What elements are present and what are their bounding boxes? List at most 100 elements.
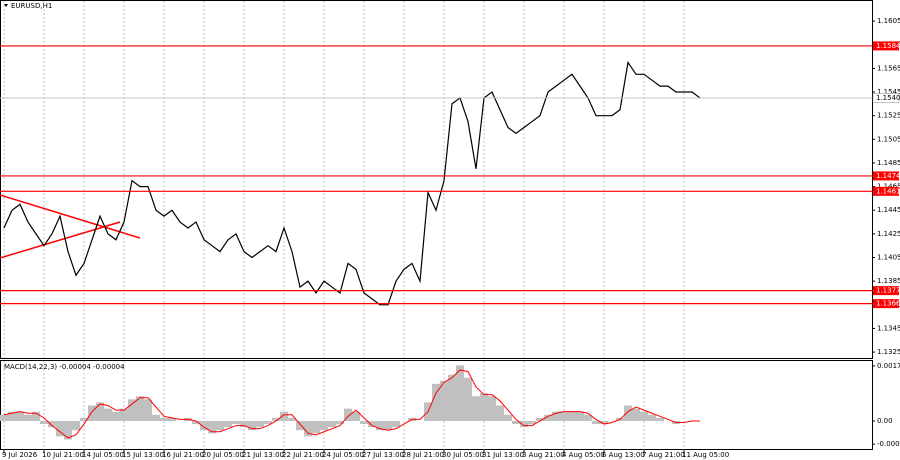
macd-bar	[64, 420, 72, 440]
macd-panel	[0, 360, 873, 450]
macd-bar	[576, 411, 584, 421]
macd-bar	[488, 396, 496, 421]
x-tick-label: 30 Jul 05:00	[442, 451, 484, 459]
x-tick-label: 16 Jul 21:00	[162, 451, 204, 459]
macd-bar	[520, 420, 528, 428]
macd-bar	[240, 420, 248, 428]
x-tick-label: 27 Jul 13:00	[362, 451, 404, 459]
macd-bar	[600, 420, 608, 425]
last-price-tag	[872, 93, 900, 103]
macd-bar	[320, 420, 328, 431]
macd-bar	[128, 399, 136, 421]
macd-bar	[248, 420, 256, 431]
x-tick-label: 6 Aug 13:00	[602, 451, 645, 459]
macd-bar	[96, 402, 104, 421]
macd-bar	[152, 414, 160, 421]
x-tick-label: 7 Aug 21:00	[642, 451, 685, 459]
indicator-title: MACD(14,22,3) -0.00004 -0.00004	[4, 363, 125, 371]
signal-line	[3, 369, 700, 439]
macd-bar	[32, 411, 40, 421]
macd-bar	[192, 420, 200, 425]
macd-bar	[144, 399, 152, 421]
y-tick-label: -0.00075	[877, 440, 900, 448]
macd-bar	[432, 383, 440, 421]
macd-bar	[344, 408, 352, 421]
macd-bar	[48, 420, 56, 428]
price-panel	[0, 0, 873, 359]
macd-bar	[216, 420, 224, 431]
macd-bar	[264, 420, 272, 425]
macd-bar	[296, 420, 304, 431]
y-tick-label: 1.1385	[877, 277, 900, 285]
macd-bar	[80, 417, 88, 421]
x-tick-label: 21 Jul 13:00	[242, 451, 284, 459]
symbol-icon	[4, 4, 8, 7]
macd-bar	[536, 417, 544, 421]
macd-bar	[568, 411, 576, 421]
macd-bar	[376, 420, 384, 431]
macd-bar	[648, 414, 656, 421]
macd-bar	[208, 420, 216, 434]
macd-bar	[16, 411, 24, 421]
macd-bar	[360, 420, 368, 425]
y-tick-label: 1.1325	[877, 348, 900, 356]
y-tick-label: 1.1505	[877, 135, 900, 143]
macd-bar	[328, 420, 336, 428]
macd-bar	[584, 414, 592, 421]
level-label: 1.1366	[876, 300, 900, 308]
level-label: 1.1461	[876, 187, 900, 195]
last-price-label: 1.1540	[876, 94, 900, 102]
y-tick-label: 1.1425	[877, 230, 900, 238]
macd-bar	[448, 374, 456, 421]
level-tag	[873, 299, 899, 309]
x-tick-label: 4 Aug 05:00	[562, 451, 605, 459]
level-tag	[873, 286, 899, 296]
price-line	[3, 60, 701, 306]
macd-bar	[560, 411, 568, 421]
y-tick-label: 1.1545	[877, 88, 900, 96]
macd-bar	[112, 411, 120, 421]
macd-bar	[120, 408, 128, 421]
x-tick-label: 20 Jul 05:00	[202, 451, 244, 459]
macd-bar	[464, 377, 472, 421]
macd-bar	[304, 420, 312, 437]
x-tick-label: 9 Jul 2026	[2, 451, 38, 459]
y-tick-label: 1.1605	[877, 17, 900, 25]
x-tick-label: 28 Jul 21:00	[402, 451, 444, 459]
macd-bar	[496, 405, 504, 421]
level-label: 1.1377	[876, 287, 900, 295]
x-tick-label: 22 Jul 21:00	[282, 451, 324, 459]
y-tick-label: 1.1445	[877, 206, 900, 214]
macd-bar	[480, 393, 488, 421]
macd-bar	[104, 408, 112, 421]
macd-bar	[160, 417, 168, 421]
level-label: 1.1474	[876, 172, 900, 180]
macd-bar	[336, 420, 344, 425]
macd-bar	[440, 380, 448, 421]
trend-line	[0, 194, 141, 239]
y-tick-label: 1.1525	[877, 112, 900, 120]
macd-bar	[552, 411, 560, 421]
macd-bar	[224, 420, 232, 428]
x-tick-label: 11 Aug 05:00	[682, 451, 729, 459]
macd-bar	[0, 414, 8, 421]
macd-bar	[544, 414, 552, 421]
macd-bar	[368, 420, 376, 428]
macd-bar	[624, 405, 632, 421]
x-tick-label: 10 Jul 21:00	[42, 451, 84, 459]
macd-bar	[24, 414, 32, 421]
macd-bar	[512, 420, 520, 425]
macd-bar	[8, 411, 16, 421]
macd-bar	[200, 420, 208, 431]
macd-bar	[272, 417, 280, 421]
macd-bar	[384, 420, 392, 431]
x-tick-label: 3 Aug 21:00	[522, 451, 565, 459]
macd-bar	[632, 408, 640, 421]
x-tick-label: 31 Jul 13:00	[482, 451, 524, 459]
y-tick-label: 1.1565	[877, 64, 900, 72]
macd-bar	[456, 365, 464, 421]
macd-bar	[280, 411, 288, 421]
macd-bar	[640, 411, 648, 421]
macd-bar	[232, 420, 240, 425]
